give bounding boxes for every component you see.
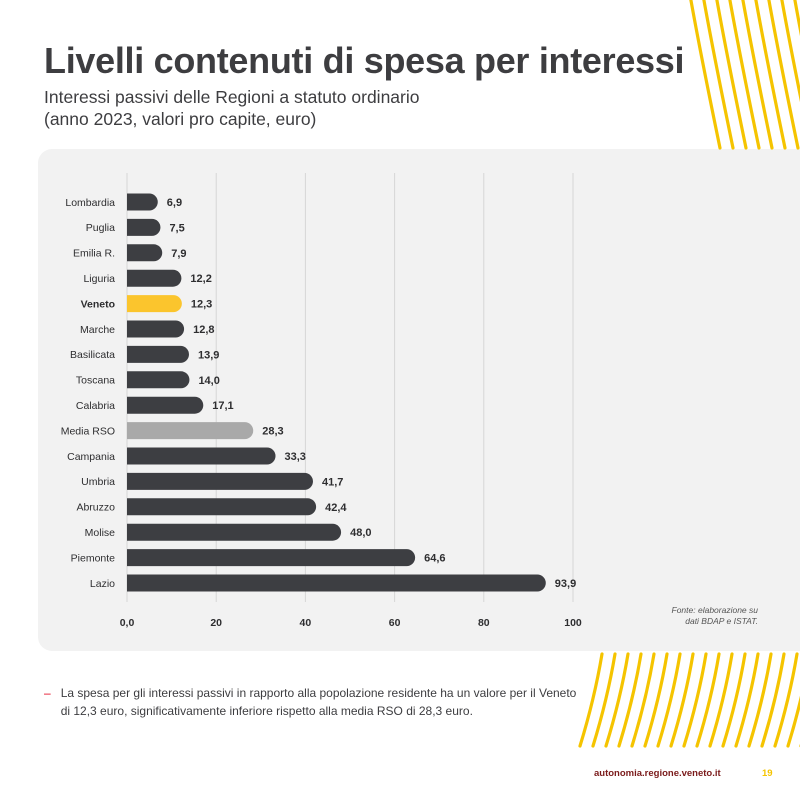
bar: [127, 193, 158, 211]
bar: [127, 472, 313, 490]
category-label: Lazio: [90, 578, 115, 590]
value-label: 12,3: [191, 299, 212, 311]
value-label: 7,5: [169, 222, 184, 234]
category-label: Veneto: [81, 298, 115, 310]
value-label: 14,0: [198, 375, 219, 387]
category-label: Toscana: [76, 375, 115, 387]
category-label: Media RSO: [61, 425, 115, 437]
footer-url-link[interactable]: autonomia.regione.veneto.it: [594, 768, 721, 779]
category-label: Umbria: [81, 476, 115, 488]
bar: [127, 498, 317, 516]
value-label: 41,7: [322, 476, 343, 488]
category-label: Emilia R.: [73, 248, 115, 260]
value-label: 33,3: [285, 451, 306, 463]
page-title: Livelli contenuti di spesa per interessi: [44, 40, 685, 81]
category-label: Liguria: [83, 273, 115, 285]
category-label: Calabria: [76, 400, 115, 412]
x-tick-label: 100: [564, 617, 582, 629]
page-number: 19: [762, 768, 773, 779]
source-line-1: Fonte: elaborazione su: [671, 605, 758, 615]
value-label: 13,9: [198, 349, 219, 361]
subtitle-line-2: (anno 2023, valori pro capite, euro): [44, 109, 317, 129]
category-label: Marche: [80, 324, 115, 336]
value-label: 48,0: [350, 527, 371, 539]
source-line-2: dati BDAP e ISTAT.: [685, 616, 758, 626]
value-label: 93,9: [555, 578, 576, 590]
bar: [127, 396, 204, 414]
bar: [127, 320, 185, 338]
note-text: La spesa per gli interessi passivi in ra…: [60, 686, 577, 718]
bar: [127, 244, 163, 262]
page-subtitle: Interessi passivi delle Regioni a statut…: [44, 86, 419, 130]
value-label: 17,1: [212, 400, 233, 412]
note-dash: –: [44, 686, 51, 700]
value-label: 42,4: [325, 502, 347, 514]
x-tick-label: 80: [478, 617, 490, 629]
category-label: Campania: [67, 451, 115, 463]
x-tick-label: 0,0: [120, 617, 135, 629]
category-label: Abruzzo: [76, 502, 115, 514]
category-label: Piemonte: [71, 552, 116, 564]
bar: [127, 218, 161, 236]
category-label: Molise: [85, 527, 116, 539]
subtitle-line-1: Interessi passivi delle Regioni a statut…: [44, 87, 420, 107]
value-label: 12,8: [193, 324, 214, 336]
bar: [127, 295, 182, 313]
bar: [127, 345, 189, 363]
bar: [127, 371, 190, 389]
x-tick-label: 40: [300, 617, 312, 629]
category-label: Puglia: [86, 222, 115, 234]
bar: [127, 549, 416, 567]
value-label: 7,9: [171, 248, 186, 260]
x-tick-label: 60: [389, 617, 401, 629]
value-label: 12,2: [190, 273, 211, 285]
value-label: 6,9: [167, 197, 182, 209]
category-label: Basilicata: [70, 349, 115, 361]
value-label: 64,6: [424, 553, 445, 565]
bar: [127, 523, 342, 541]
bar: [127, 447, 276, 465]
bar: [127, 269, 182, 287]
bar: [127, 574, 546, 592]
bar: [127, 422, 254, 440]
source-note: Fonte: elaborazione su dati BDAP e ISTAT…: [600, 605, 758, 627]
commentary-note: – La spesa per gli interessi passivi in …: [44, 684, 584, 720]
x-tick-label: 20: [210, 617, 222, 629]
value-label: 28,3: [262, 426, 283, 438]
category-label: Lombardia: [65, 197, 115, 209]
